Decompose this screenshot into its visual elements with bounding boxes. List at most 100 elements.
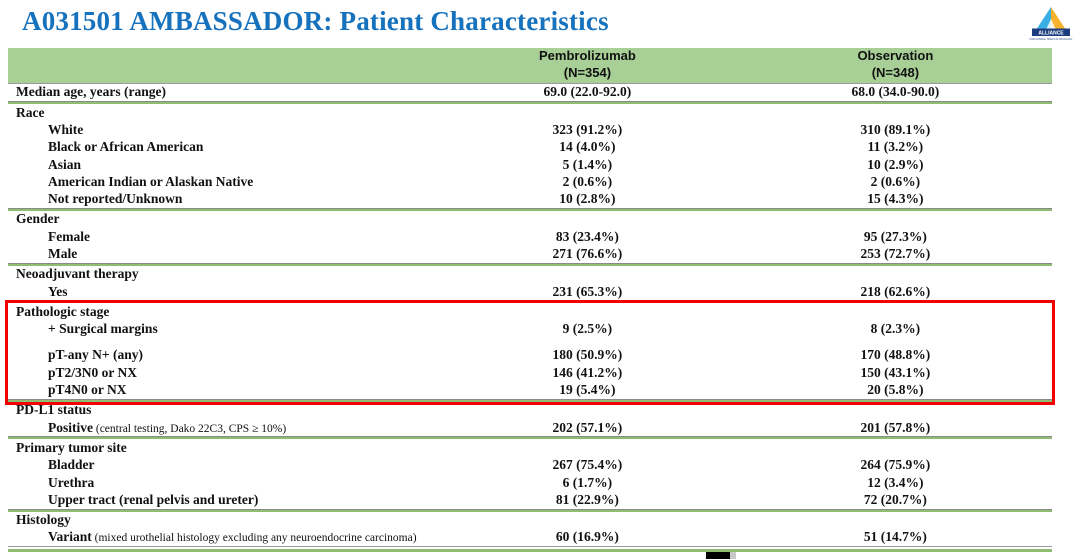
value-pembrolizumab: 271 (76.6%) — [552, 246, 623, 261]
row-label: Not reported/Unknown — [48, 191, 183, 207]
row-label: + Surgical margins — [48, 321, 158, 337]
row-label-note: (mixed urothelial histology excluding an… — [91, 532, 417, 545]
characteristics-table: Pembrolizumab (N=354) Observation (N=348… — [5, 47, 1055, 553]
table-row: Urethra 6 (1.7%) 12 (3.4%) — [8, 474, 1052, 491]
value-observation: 310 (89.1%) — [860, 121, 931, 137]
table-row: PD-L1 status — [8, 402, 1052, 419]
table-row: Histology — [8, 512, 1052, 529]
value-observation: 201 (57.8%) — [860, 419, 931, 435]
value-observation: 218 (62.6%) — [860, 283, 931, 299]
table-row: Race — [8, 104, 1052, 121]
value-observation: 95 (27.3%) — [863, 228, 927, 244]
header-cell-pembrolizumab: Pembrolizumab (N=354) — [436, 48, 739, 82]
column-n: (N=354) — [563, 65, 612, 81]
value-observation: 72 (20.7%) — [863, 491, 927, 507]
table-row: Female 83 (23.4%) 95 (27.3%) — [8, 228, 1052, 245]
value-pembrolizumab: 69.0 (22.0-92.0) — [543, 84, 632, 100]
value-pembrolizumab: 146 (41.2%) — [552, 364, 623, 380]
row-label: Positive (central testing, Dako 22C3, CP… — [48, 419, 287, 435]
value-observation: 11 (3.2%) — [867, 139, 924, 155]
alliance-logo: ALLIANCE FOR CLINICAL TRIALS IN ONCOLOGY — [1029, 6, 1073, 48]
table-section: Histology Variant (mixed urothelial histo… — [8, 512, 1052, 548]
table-header-row: Pembrolizumab (N=354) Observation (N=348… — [8, 47, 1052, 84]
row-label: Asian — [48, 156, 82, 172]
row-label: White — [48, 121, 84, 137]
table-section: Gender Female 83 (23.4%) 95 (27.3%) Male 271 … — [8, 211, 1052, 266]
table-row: pT2/3N0 or NX 146 (41.2%) 150 (43.1%) — [8, 364, 1052, 381]
row-label: Pathologic stage — [16, 303, 110, 319]
row-label: Urethra — [48, 474, 95, 490]
table-row: Black or African American 14 (4.0%) 11 (3.… — [8, 139, 1052, 156]
value-pembrolizumab: 267 (75.4%) — [552, 457, 623, 473]
value-observation: 10 (2.9%) — [867, 156, 924, 172]
value-observation: 8 (2.3%) — [870, 321, 921, 337]
value-pembrolizumab: 323 (91.2%) — [552, 121, 623, 137]
value-observation: 51 (14.7%) — [863, 529, 927, 545]
column-title: Pembrolizumab — [539, 48, 636, 64]
value-pembrolizumab: 9 (2.5%) — [562, 321, 613, 337]
row-label: Female — [48, 228, 90, 244]
table-section-highlighted: Pathologic stage + Surgical margins 9 (2.5… — [5, 300, 1055, 405]
table-row: Median age, years (range) 69.0 (22.0-92.0… — [8, 84, 1052, 101]
value-observation: 12 (3.4%) — [867, 474, 924, 490]
value-pembrolizumab: 60 (16.9%) — [555, 529, 619, 545]
row-label: Yes — [48, 283, 68, 299]
value-observation: 68.0 (34.0-90.0) — [851, 84, 940, 100]
value-pembrolizumab: 14 (4.0%) — [559, 139, 616, 155]
table-row: White 323 (91.2%) 310 (89.1%) — [8, 121, 1052, 138]
table-body: Median age, years (range) 69.0 (22.0-92.0… — [5, 84, 1055, 548]
row-label: pT4N0 or NX — [48, 382, 127, 398]
table-row: Gender — [8, 211, 1052, 228]
row-label: Primary tumor site — [16, 439, 127, 455]
value-pembrolizumab: 2 (0.6%) — [562, 173, 613, 189]
value-pembrolizumab: 10 (2.8%) — [559, 191, 616, 207]
row-label: American Indian or Alaskan Native — [48, 173, 254, 189]
table-row: American Indian or Alaskan Native 2 (0.6%… — [8, 173, 1052, 190]
table-section: Neoadjuvant therapy Yes 231 (65.3%) 218 (62… — [8, 266, 1052, 304]
bottom-green-rule — [8, 549, 1052, 553]
value-observation: 15 (4.3%) — [867, 191, 924, 207]
table-row: Yes 231 (65.3%) 218 (62.6%) — [8, 283, 1052, 300]
row-label: Variant (mixed urothelial histology excl… — [48, 529, 417, 545]
row-label: Neoadjuvant therapy — [16, 266, 139, 282]
value-observation: 20 (5.8%) — [867, 382, 924, 398]
table-section: Primary tumor site Bladder 267 (75.4%) 264 … — [8, 439, 1052, 511]
column-n: (N=348) — [871, 65, 920, 81]
value-pembrolizumab: 231 (65.3%) — [552, 283, 623, 299]
table-section: Race White 323 (91.2%) 310 (89.1%) Black or … — [8, 104, 1052, 211]
table-section: PD-L1 status Positive (central testing, D… — [8, 402, 1052, 440]
value-pembrolizumab: 180 (50.9%) — [552, 347, 623, 363]
table-row: Asian 5 (1.4%) 10 (2.9%) — [8, 156, 1052, 173]
table-row: Neoadjuvant therapy — [8, 266, 1052, 283]
row-label-note: (central testing, Dako 22C3, CPS ≥ 10%) — [93, 422, 287, 435]
value-pembrolizumab: 83 (23.4%) — [555, 228, 619, 244]
row-label: Median age, years (range) — [16, 84, 166, 100]
value-observation: 264 (75.9%) — [860, 457, 931, 473]
alliance-logo-text: ALLIANCE — [1038, 30, 1064, 36]
row-label: Male — [48, 246, 78, 261]
table-row: Male 271 (76.6%) 253 (72.7%) — [8, 245, 1052, 262]
row-label: Race — [16, 104, 45, 120]
value-pembrolizumab: 5 (1.4%) — [562, 156, 613, 172]
value-pembrolizumab: 19 (5.4%) — [559, 382, 616, 398]
value-observation: 150 (43.1%) — [860, 364, 931, 380]
table-row: pT4N0 or NX 19 (5.4%) 20 (5.8%) — [8, 381, 1052, 398]
row-label: Black or African American — [48, 139, 204, 155]
table-row: Upper tract (renal pelvis and ureter) 81 … — [8, 491, 1052, 508]
column-title: Observation — [857, 48, 934, 64]
row-label: Upper tract (renal pelvis and ureter) — [48, 491, 259, 507]
alliance-logo-subtext: FOR CLINICAL TRIALS IN ONCOLOGY — [1030, 38, 1073, 41]
table-section: Median age, years (range) 69.0 (22.0-92.0… — [8, 84, 1052, 104]
table-row: Bladder 267 (75.4%) 264 (75.9%) — [8, 457, 1052, 474]
cropped-media-icon — [706, 552, 736, 559]
row-label: Gender — [16, 211, 60, 227]
table-row: pT-any N+ (any) 180 (50.9%) 170 (48.8%) — [8, 347, 1052, 364]
table-row: Variant (mixed urothelial histology excl… — [8, 529, 1052, 546]
alliance-triangle-icon: ALLIANCE FOR CLINICAL TRIALS IN ONCOLOGY — [1030, 7, 1073, 41]
table-row: Positive (central testing, Dako 22C3, CP… — [8, 419, 1052, 436]
row-label: Histology — [16, 512, 71, 528]
value-observation: 170 (48.8%) — [860, 347, 931, 363]
row-label: PD-L1 status — [16, 402, 92, 418]
page-title: A031501 AMBASSADOR: Patient Characterist… — [22, 6, 609, 36]
